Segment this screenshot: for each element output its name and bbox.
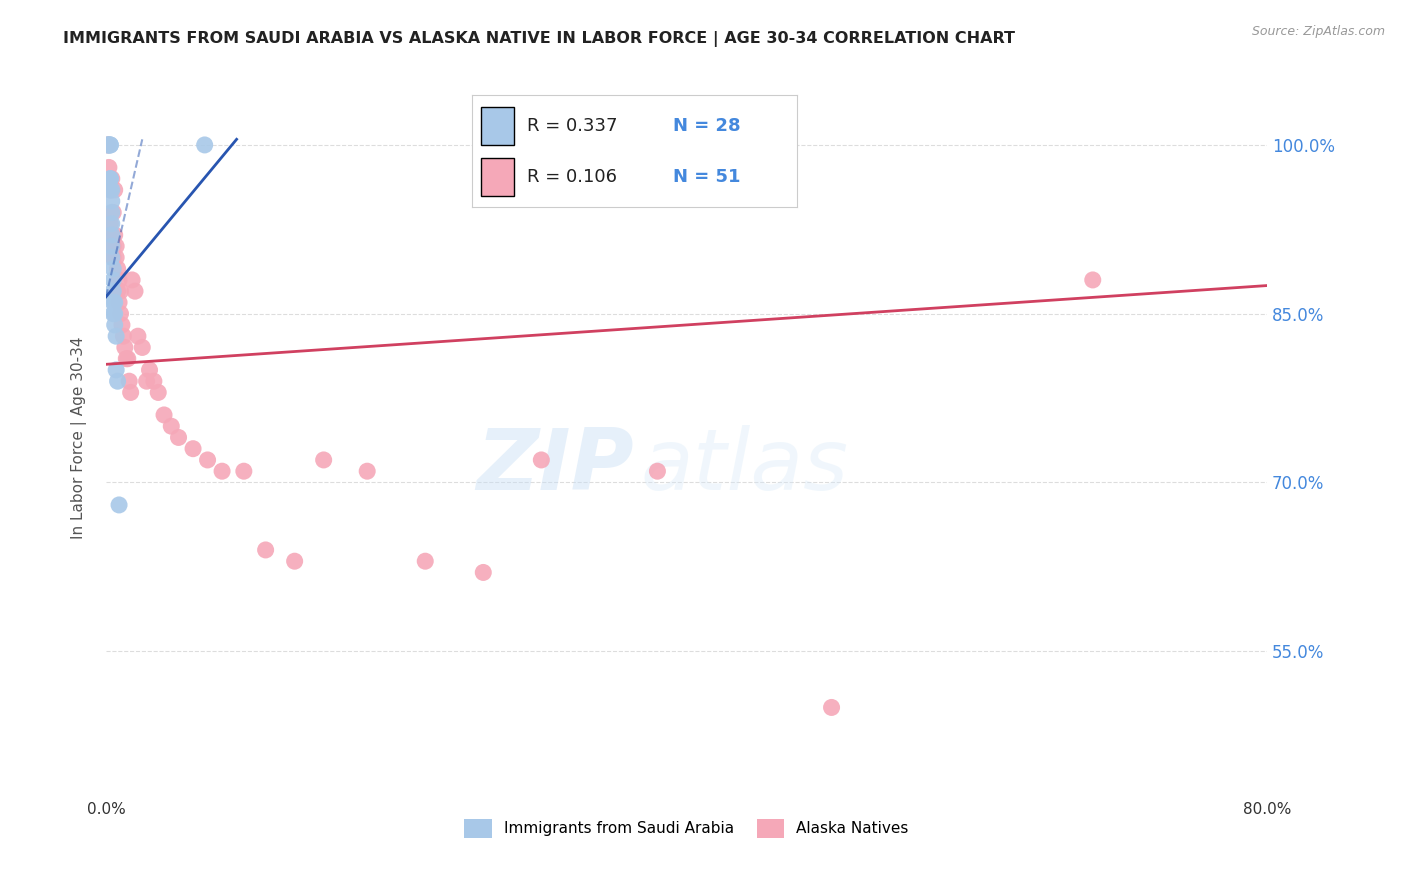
Point bbox=[160, 419, 183, 434]
Point bbox=[356, 464, 378, 478]
Point bbox=[101, 227, 124, 242]
Point bbox=[118, 374, 141, 388]
Point bbox=[110, 307, 132, 321]
Point bbox=[135, 374, 157, 388]
Point bbox=[647, 464, 669, 478]
Point bbox=[104, 307, 127, 321]
Point bbox=[167, 430, 190, 444]
Point bbox=[101, 239, 124, 253]
Point bbox=[194, 137, 217, 152]
Point bbox=[98, 183, 121, 197]
Point bbox=[124, 284, 146, 298]
Point bbox=[127, 329, 149, 343]
Point bbox=[138, 363, 160, 377]
Point bbox=[98, 137, 121, 152]
Point bbox=[101, 183, 124, 197]
Point bbox=[232, 464, 254, 478]
Point bbox=[107, 374, 129, 388]
Text: IMMIGRANTS FROM SAUDI ARABIA VS ALASKA NATIVE IN LABOR FORCE | AGE 30-34 CORRELA: IMMIGRANTS FROM SAUDI ARABIA VS ALASKA N… bbox=[63, 31, 1015, 47]
Point bbox=[103, 307, 125, 321]
Point bbox=[105, 239, 128, 253]
Point bbox=[104, 318, 127, 332]
Point bbox=[96, 137, 118, 152]
Point bbox=[98, 183, 121, 197]
Point bbox=[530, 453, 553, 467]
Point bbox=[111, 318, 134, 332]
Point bbox=[115, 351, 138, 366]
Point bbox=[101, 227, 124, 242]
Point bbox=[108, 498, 131, 512]
Point bbox=[104, 295, 127, 310]
Point bbox=[108, 295, 131, 310]
Point bbox=[312, 453, 335, 467]
Point bbox=[284, 554, 307, 568]
Point bbox=[1081, 273, 1104, 287]
Point bbox=[117, 351, 139, 366]
Point bbox=[114, 341, 136, 355]
Text: Source: ZipAtlas.com: Source: ZipAtlas.com bbox=[1251, 25, 1385, 38]
Point bbox=[103, 273, 125, 287]
Point bbox=[120, 385, 142, 400]
Point bbox=[101, 251, 124, 265]
Point bbox=[103, 295, 125, 310]
Point bbox=[97, 137, 120, 152]
Point bbox=[413, 554, 436, 568]
Point bbox=[101, 205, 124, 219]
Point bbox=[181, 442, 204, 456]
Point bbox=[101, 194, 124, 209]
Point bbox=[98, 171, 121, 186]
Point bbox=[153, 408, 176, 422]
Point bbox=[104, 227, 127, 242]
Point bbox=[197, 453, 219, 467]
Point bbox=[472, 566, 495, 580]
Point bbox=[101, 171, 124, 186]
Point bbox=[103, 251, 125, 265]
Point bbox=[101, 217, 124, 231]
Point bbox=[107, 261, 129, 276]
Point bbox=[105, 363, 128, 377]
Point bbox=[211, 464, 233, 478]
Text: atlas: atlas bbox=[640, 425, 848, 508]
Point bbox=[142, 374, 165, 388]
Point bbox=[98, 137, 121, 152]
Point bbox=[108, 273, 131, 287]
Point bbox=[103, 239, 125, 253]
Point bbox=[97, 161, 120, 175]
Point bbox=[820, 700, 842, 714]
Point bbox=[96, 137, 118, 152]
Text: ZIP: ZIP bbox=[477, 425, 634, 508]
Y-axis label: In Labor Force | Age 30-34: In Labor Force | Age 30-34 bbox=[72, 336, 87, 539]
Point bbox=[148, 385, 170, 400]
Legend: Immigrants from Saudi Arabia, Alaska Natives: Immigrants from Saudi Arabia, Alaska Nat… bbox=[458, 813, 915, 844]
Point bbox=[104, 183, 127, 197]
Point bbox=[110, 284, 132, 298]
Point bbox=[107, 284, 129, 298]
Point bbox=[98, 171, 121, 186]
Point bbox=[131, 341, 153, 355]
Point bbox=[254, 543, 277, 558]
Point bbox=[98, 217, 121, 231]
Point bbox=[105, 251, 128, 265]
Point bbox=[103, 261, 125, 276]
Point bbox=[103, 205, 125, 219]
Point bbox=[112, 329, 135, 343]
Point bbox=[97, 137, 120, 152]
Point bbox=[121, 273, 143, 287]
Point bbox=[105, 329, 128, 343]
Point bbox=[103, 284, 125, 298]
